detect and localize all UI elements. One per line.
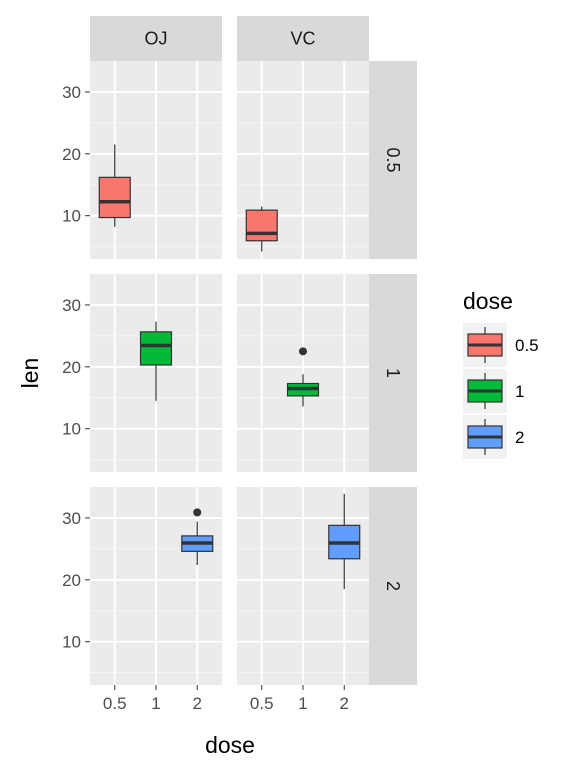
strip-col-VC [237,16,369,61]
y-tick-label: 20 [62,145,81,164]
strip-col-label: VC [290,29,315,49]
y-tick-label: 30 [62,83,81,102]
panel-OJ-2 [90,487,222,685]
y-tick-label: 20 [62,358,81,377]
y-tick-label: 30 [62,296,81,315]
y-tick-label: 30 [62,509,81,528]
x-tick-label: 1 [151,694,160,713]
box-iqr [139,331,173,366]
x-tick-label: 0.5 [103,694,127,713]
x-tick-label: 2 [193,694,202,713]
strip-row-1 [369,274,417,472]
panel-OJ-1 [90,274,222,472]
strip-row-label: 2 [383,581,403,591]
strip-row-2 [369,487,417,685]
panel-VC-2 [237,487,369,685]
legend-label: 0.5 [515,336,539,355]
legend-entry-2: 2 [463,415,524,459]
box-iqr [98,176,131,219]
outlier-point [299,347,307,356]
legend-title: dose [463,288,513,314]
legend-entry-0.5: 0.5 [463,323,539,367]
y-tick-label: 10 [62,420,81,439]
panel-OJ-0.5 [90,61,222,259]
strip-row-label: 1 [383,368,403,378]
panel-VC-1 [237,274,369,472]
y-tick-label: 10 [62,633,81,652]
legend-entry-1: 1 [463,369,524,413]
strip-col-label: OJ [144,29,167,49]
box-VC-2 [328,493,361,590]
box-OJ-0.5 [98,144,131,227]
outlier-point [193,508,202,517]
box-VC-1 [286,347,320,407]
box-VC-0.5 [245,206,278,252]
strip-row-label: 0.5 [383,147,403,172]
x-tick-label: 0.5 [250,694,274,713]
y-axis-title: len [17,358,43,389]
strip-col-OJ [90,16,222,61]
y-tick-label: 20 [62,571,81,590]
strip-row-0.5 [369,61,417,259]
x-axis-title: dose [205,732,255,758]
panel-VC-0.5 [237,61,369,259]
y-tick-label: 10 [62,207,81,226]
box-OJ-1 [139,321,173,401]
x-tick-label: 2 [340,694,349,713]
box-iqr [245,209,278,242]
box-OJ-2 [181,508,214,565]
legend-label: 2 [515,428,524,447]
legend-label: 1 [515,382,524,401]
x-tick-label: 1 [298,694,307,713]
